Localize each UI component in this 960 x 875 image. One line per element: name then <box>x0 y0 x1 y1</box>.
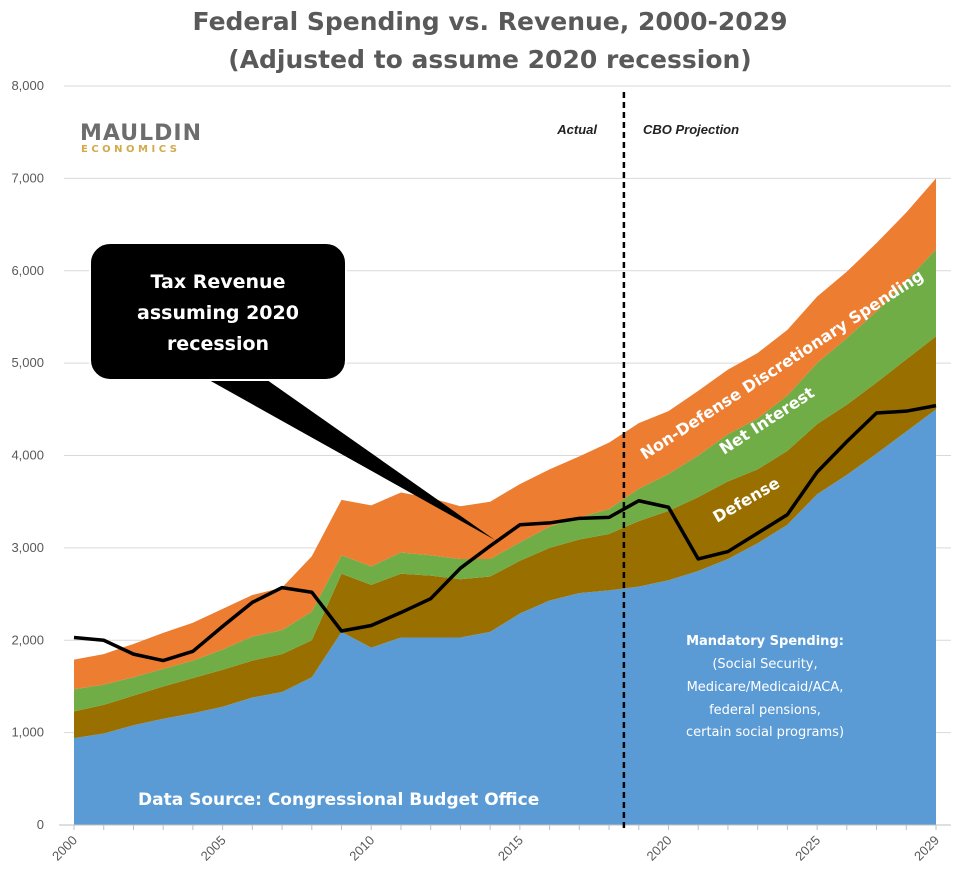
area-mandatory-spending <box>74 409 936 825</box>
x-tick-label: 2005 <box>198 833 229 864</box>
callout-line: recession <box>167 333 269 355</box>
y-tick-label: 6,000 <box>11 263 44 278</box>
y-axis: 0 1,000 2,000 3,000 4,000 5,000 6,000 7,000 8,00… <box>11 78 44 832</box>
area-non-defense-discretionary-spending <box>74 178 936 690</box>
logo-line1: MAULDIN <box>80 121 202 146</box>
x-axis: 2000 2005 2010 2015 2020 2025 2029 <box>49 824 951 864</box>
stacked-areas <box>74 178 936 825</box>
mandatory-detail: certain social programs) <box>686 725 844 740</box>
x-tick-label: 2000 <box>49 833 80 864</box>
callout-line: Tax Revenue <box>151 271 286 293</box>
y-tick-label: 1,000 <box>11 725 44 740</box>
y-tick-label: 0 <box>37 817 44 832</box>
source-note: Data Source: Congressional Budget Office <box>138 790 539 810</box>
series-label-mandatory: Mandatory Spending: <box>686 634 844 649</box>
phase-label-actual: Actual <box>556 122 597 137</box>
x-tick-label: 2015 <box>495 833 526 864</box>
callout-line: assuming 2020 <box>137 302 299 324</box>
callout-pointer <box>200 375 495 540</box>
chart-subtitle: (Adjusted to assume 2020 recession) <box>228 45 751 74</box>
logo: MAULDIN ECONOMICS <box>80 121 202 155</box>
y-tick-label: 4,000 <box>11 448 44 463</box>
x-tick-label: 2020 <box>644 833 675 864</box>
mandatory-detail: Medicare/Medicaid/ACA, <box>687 680 844 695</box>
y-tick-label: 3,000 <box>11 540 44 555</box>
phase-label-projection: CBO Projection <box>643 122 739 137</box>
y-tick-label: 2,000 <box>11 632 44 647</box>
mandatory-detail: federal pensions, <box>709 703 821 718</box>
y-tick-label: 7,000 <box>11 170 44 185</box>
x-tick-label: 2025 <box>792 833 823 864</box>
area-defense <box>74 336 936 739</box>
chart-title: Federal Spending vs. Revenue, 2000-2029 <box>193 7 788 36</box>
logo-line2: ECONOMICS <box>81 144 180 155</box>
x-tick-label: 2029 <box>911 833 942 864</box>
callout: Tax Revenue assuming 2020 recession <box>89 242 495 540</box>
x-tick-label: 2010 <box>346 833 377 864</box>
callout-box <box>89 242 347 381</box>
y-tick-label: 8,000 <box>11 78 44 93</box>
y-tick-label: 5,000 <box>11 355 44 370</box>
mandatory-detail: (Social Security, <box>712 657 817 672</box>
tax-revenue-line <box>73 403 937 663</box>
